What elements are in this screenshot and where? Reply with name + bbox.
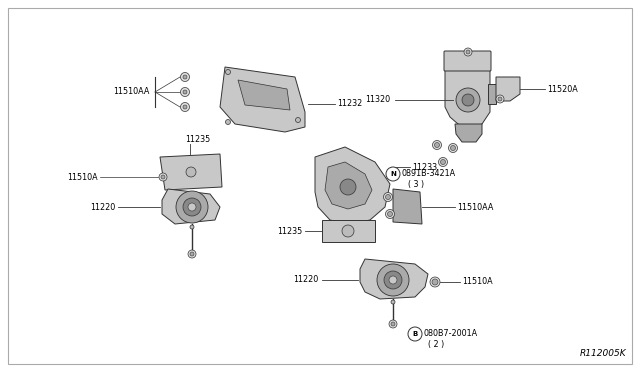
Circle shape [340,179,356,195]
Polygon shape [360,259,428,299]
Circle shape [387,212,392,217]
Circle shape [385,195,390,199]
Circle shape [496,95,504,103]
Circle shape [389,320,397,328]
Circle shape [190,225,194,229]
Polygon shape [162,189,220,224]
Circle shape [386,167,400,181]
Circle shape [435,142,440,148]
Text: N: N [390,171,396,177]
Circle shape [188,203,196,211]
Circle shape [466,50,470,54]
Circle shape [183,105,187,109]
Text: 11235: 11235 [276,227,302,235]
Polygon shape [315,147,390,224]
Circle shape [440,160,445,164]
Text: B: B [412,331,418,337]
Text: 11520A: 11520A [547,84,578,93]
Polygon shape [445,70,490,128]
Circle shape [225,119,230,125]
Circle shape [456,88,480,112]
Circle shape [433,141,442,150]
Circle shape [498,97,502,101]
Text: 11510AA: 11510AA [114,87,150,96]
Circle shape [432,279,438,285]
Circle shape [176,191,208,223]
Circle shape [180,73,189,81]
Text: 11233: 11233 [412,163,437,171]
Text: R112005K: R112005K [579,350,626,359]
Circle shape [183,198,201,216]
Text: 11320: 11320 [365,96,390,105]
Circle shape [438,157,447,167]
Circle shape [449,144,458,153]
Circle shape [389,276,397,284]
Circle shape [159,173,167,181]
Polygon shape [160,154,222,190]
Circle shape [180,103,189,112]
Text: 080B7-2001A: 080B7-2001A [423,330,477,339]
Circle shape [462,94,474,106]
Text: 11220: 11220 [292,276,318,285]
FancyBboxPatch shape [444,51,491,71]
Circle shape [183,75,187,79]
Circle shape [451,145,456,151]
Text: 11510A: 11510A [67,173,98,182]
Circle shape [180,87,189,96]
Circle shape [188,250,196,258]
Circle shape [186,167,196,177]
Circle shape [391,322,395,326]
FancyBboxPatch shape [488,84,496,104]
Text: ( 2 ): ( 2 ) [428,340,444,349]
Circle shape [225,70,230,74]
Polygon shape [496,77,520,101]
Circle shape [408,327,422,341]
Circle shape [296,118,301,122]
Text: 0891B-3421A: 0891B-3421A [402,170,456,179]
Polygon shape [220,67,305,132]
Circle shape [384,271,402,289]
Text: 11220: 11220 [90,202,115,212]
Circle shape [183,90,187,94]
Polygon shape [455,124,482,142]
Circle shape [190,252,194,256]
Circle shape [391,300,395,304]
Circle shape [430,277,440,287]
Text: ( 3 ): ( 3 ) [408,180,424,189]
Circle shape [377,264,409,296]
Polygon shape [322,220,375,242]
Text: 11235: 11235 [185,135,211,144]
Circle shape [464,48,472,56]
Text: 11510AA: 11510AA [457,202,493,212]
Polygon shape [238,80,290,110]
Polygon shape [393,189,422,224]
Polygon shape [325,162,372,209]
Circle shape [342,225,354,237]
Circle shape [383,192,392,202]
Circle shape [385,209,394,218]
Circle shape [161,175,165,179]
Text: 11510A: 11510A [462,278,493,286]
Text: 11232: 11232 [337,99,362,109]
